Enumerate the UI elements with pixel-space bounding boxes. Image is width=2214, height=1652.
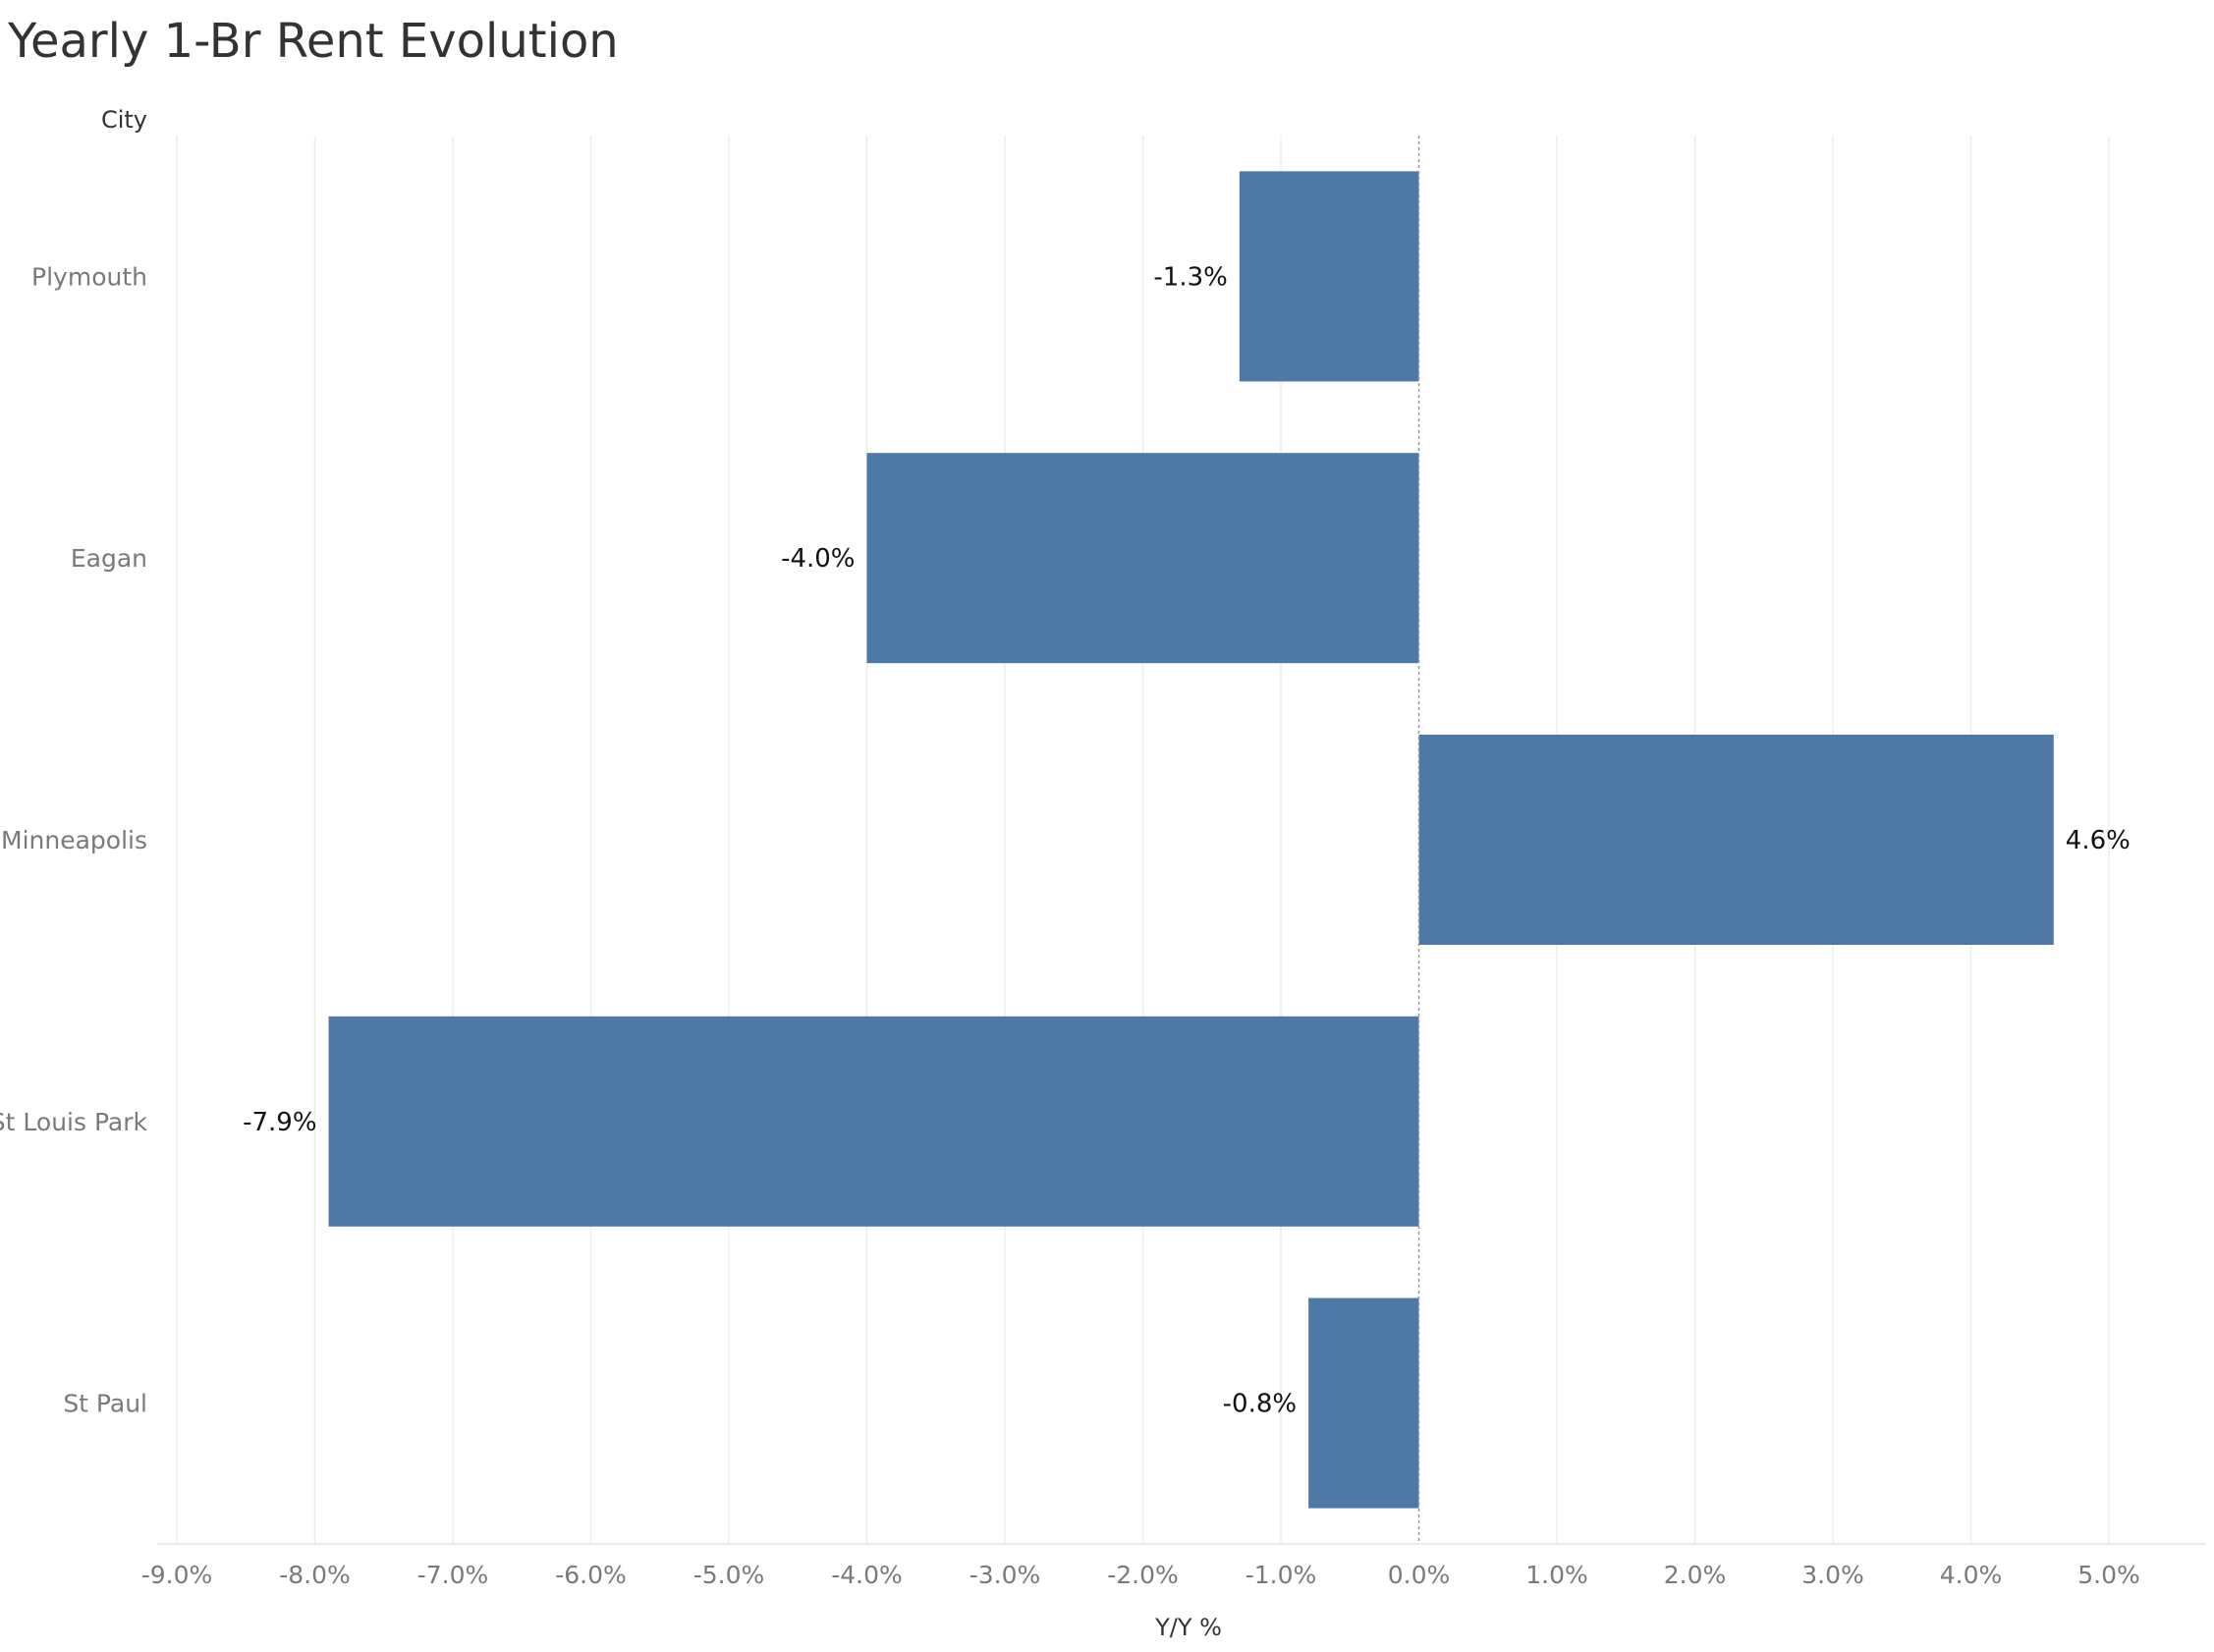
x-tick-label: -7.0% [417, 1561, 489, 1589]
x-tick-label: 3.0% [1801, 1561, 1864, 1589]
category-label: Eagan [71, 544, 147, 573]
x-tick-label: -8.0% [279, 1561, 351, 1589]
data-label: -0.8% [1223, 1390, 1297, 1419]
x-tick-label: -9.0% [141, 1561, 213, 1589]
x-tick-label: 0.0% [1388, 1561, 1451, 1589]
x-tick-label: -2.0% [1107, 1561, 1179, 1589]
data-label: -4.0% [781, 544, 855, 574]
data-label: 4.6% [2066, 826, 2131, 855]
x-tick-label: 1.0% [1525, 1561, 1588, 1589]
bar [1239, 171, 1419, 382]
x-tick-label: -5.0% [693, 1561, 765, 1589]
bar [866, 453, 1419, 664]
data-label: -1.3% [1153, 262, 1227, 292]
bar [1418, 735, 2054, 945]
x-tick-label: -4.0% [831, 1561, 903, 1589]
x-tick-label: 2.0% [1664, 1561, 1727, 1589]
data-label: -7.9% [243, 1108, 316, 1137]
category-label: Plymouth [31, 262, 147, 291]
x-tick-label: 5.0% [2077, 1561, 2140, 1589]
x-tick-label: -6.0% [555, 1561, 627, 1589]
x-axis-title: Y/Y % [1154, 1614, 1222, 1641]
x-tick-label: -1.0% [1245, 1561, 1317, 1589]
bars [328, 171, 2054, 1509]
category-label: St Louis Park [0, 1108, 148, 1136]
y-axis-title: City [101, 106, 147, 134]
labels: -9.0% -8.0% -7.0% -6.0% -5.0% -4.0% -3.0% -2.0%… [0, 262, 2140, 1589]
category-label: Minneapolis [1, 826, 147, 854]
bar [1308, 1297, 1419, 1509]
x-tick-label: 4.0% [1940, 1561, 2003, 1589]
bar [328, 1016, 1419, 1227]
chart-title: Yearly 1-Br Rent Evolution [8, 14, 619, 69]
category-label: St Paul [63, 1390, 147, 1418]
x-tick-label: -3.0% [969, 1561, 1041, 1589]
